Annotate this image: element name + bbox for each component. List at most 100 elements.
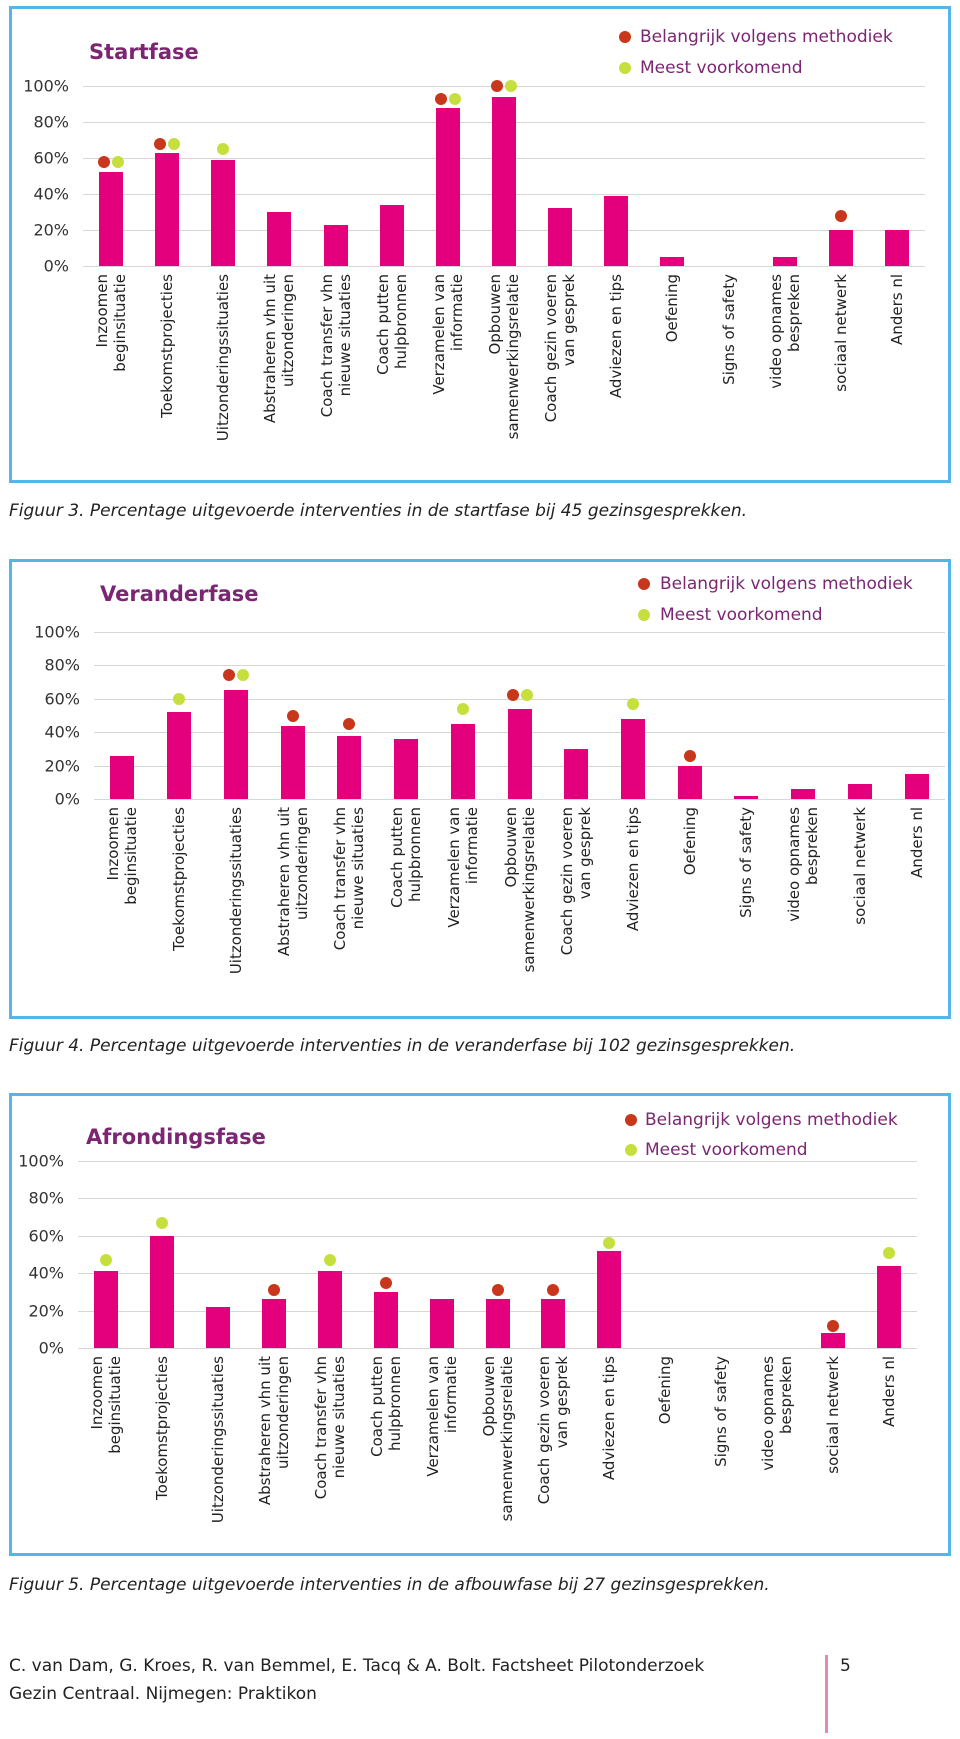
x-tick-label: Coach putten hulpbronnen [388,807,425,908]
legend-marker [638,578,650,590]
y-tick-label: 20% [44,756,80,776]
x-tick-label: Toekomstprojecties [152,1356,171,1500]
marker [683,749,696,762]
y-tick-label: 20% [28,1301,64,1321]
marker [99,1254,112,1267]
legend-marker [619,31,631,43]
bar [167,712,192,799]
chart: Veranderfase 0% 20% 40% 60% 80% 100% Inzoomen b… [9,559,951,1019]
x-tick-label: Abstraheren vhn uit uitzonderingen [261,274,298,424]
marker [827,1319,840,1332]
y-tick-label: 60% [33,148,69,168]
marker [168,137,181,150]
x-tick-label: Adviezen en tips [607,274,626,399]
footer-citation: Gezin Centraal. Nijmegen: Praktikon [9,1684,317,1704]
x-tick-label: Anders nl [907,807,926,878]
bar [323,224,348,266]
legend-label: Belangrijk volgens methodiek [660,574,913,594]
marker [883,1246,896,1259]
page-number: 5 [840,1656,851,1676]
bar [597,1250,622,1348]
y-tick-label: 20% [33,220,69,240]
marker [267,1284,280,1297]
bar [772,257,797,266]
bar [373,1291,398,1348]
marker [286,709,299,722]
marker [834,209,847,222]
marker [491,1284,504,1297]
legend-label: Meest voorkomend [645,1140,808,1160]
y-tick-label: 100% [23,76,69,96]
bar [110,755,135,799]
x-tick-label: Verzamelen van informatie [423,1356,460,1477]
x-tick-label: sociaal netwerk [824,1356,843,1474]
marker [626,697,639,710]
x-tick-label: Opbouwen samenwerkingsrelatie [486,274,522,440]
y-tick-label: 40% [33,184,69,204]
x-tick-label: Oefening [656,1356,675,1425]
bar [877,1265,902,1348]
y-tick-label: 60% [44,689,80,709]
x-tick-label: Adviezen en tips [623,807,642,932]
marker [448,92,461,105]
x-tick-label: Uitzonderingssituaties [208,1356,227,1524]
x-tick-label: Coach transfer vhn nieuwe situaties [311,1356,348,1500]
bar [211,159,236,266]
marker [603,1237,616,1250]
x-tick-label: Verzamelen van informatie [444,807,481,928]
marker [434,92,447,105]
figure-caption: Figuur 5. Percentage uitgevoerde interve… [9,1575,770,1595]
chart-title: Veranderfase [100,582,259,606]
bar [548,208,573,266]
x-tick-label: Toekomstprojecties [158,274,177,418]
grid-line [78,1198,917,1200]
bar [734,795,759,799]
bar [604,195,629,266]
x-tick-label: Adviezen en tips [600,1356,619,1481]
legend-label: Meest voorkomend [660,605,823,625]
y-tick-label: 0% [54,789,80,809]
marker [491,80,503,92]
x-tick-label: Coach putten hulpbronnen [367,1356,404,1457]
bar [394,738,419,799]
y-tick-label: 100% [34,622,80,642]
legend-label: Belangrijk volgens methodiek [640,27,893,47]
bar [205,1306,230,1348]
marker [506,689,519,702]
legend-marker [625,1114,637,1126]
bar [884,230,909,266]
x-tick-label: Signs of safety [712,1356,731,1467]
bar [847,783,872,799]
grid-line [94,799,945,800]
chart-title: Startfase [89,40,199,64]
y-tick-label: 80% [33,112,69,132]
bar [485,1299,510,1348]
bar [155,152,180,266]
x-tick-label: Anders nl [887,274,906,345]
marker [456,702,469,715]
x-tick-label: Abstraheren vhn uit uitzonderingen [255,1356,292,1506]
grid-line [78,1235,917,1237]
x-tick-label: Inzoomen beginsituatie [87,1356,124,1454]
marker [154,137,167,150]
x-tick-label: Coach transfer vhn nieuwe situaties [331,807,368,951]
y-tick-label: 100% [18,1151,64,1171]
marker [222,669,235,682]
x-tick-label: Coach gezin voeren van gesprek [535,1356,572,1505]
bar [791,788,816,799]
y-tick-label: 40% [28,1263,64,1283]
x-tick-label: Oefening [663,274,682,343]
x-tick-label: Verzamelen van informatie [429,274,466,395]
marker [505,80,517,92]
legend-marker [638,609,650,621]
x-tick-label: Inzoomen beginsituatie [93,274,130,372]
marker [323,1254,336,1267]
bar [492,96,516,266]
grid-line [78,1161,917,1162]
footer-citation: C. van Dam, G. Kroes, R. van Bemmel, E. … [9,1656,705,1676]
x-tick-label: Opbouwen samenwerkingsrelatie [501,807,538,973]
legend-marker [619,62,631,74]
bar [93,1271,118,1348]
bar [379,204,404,266]
